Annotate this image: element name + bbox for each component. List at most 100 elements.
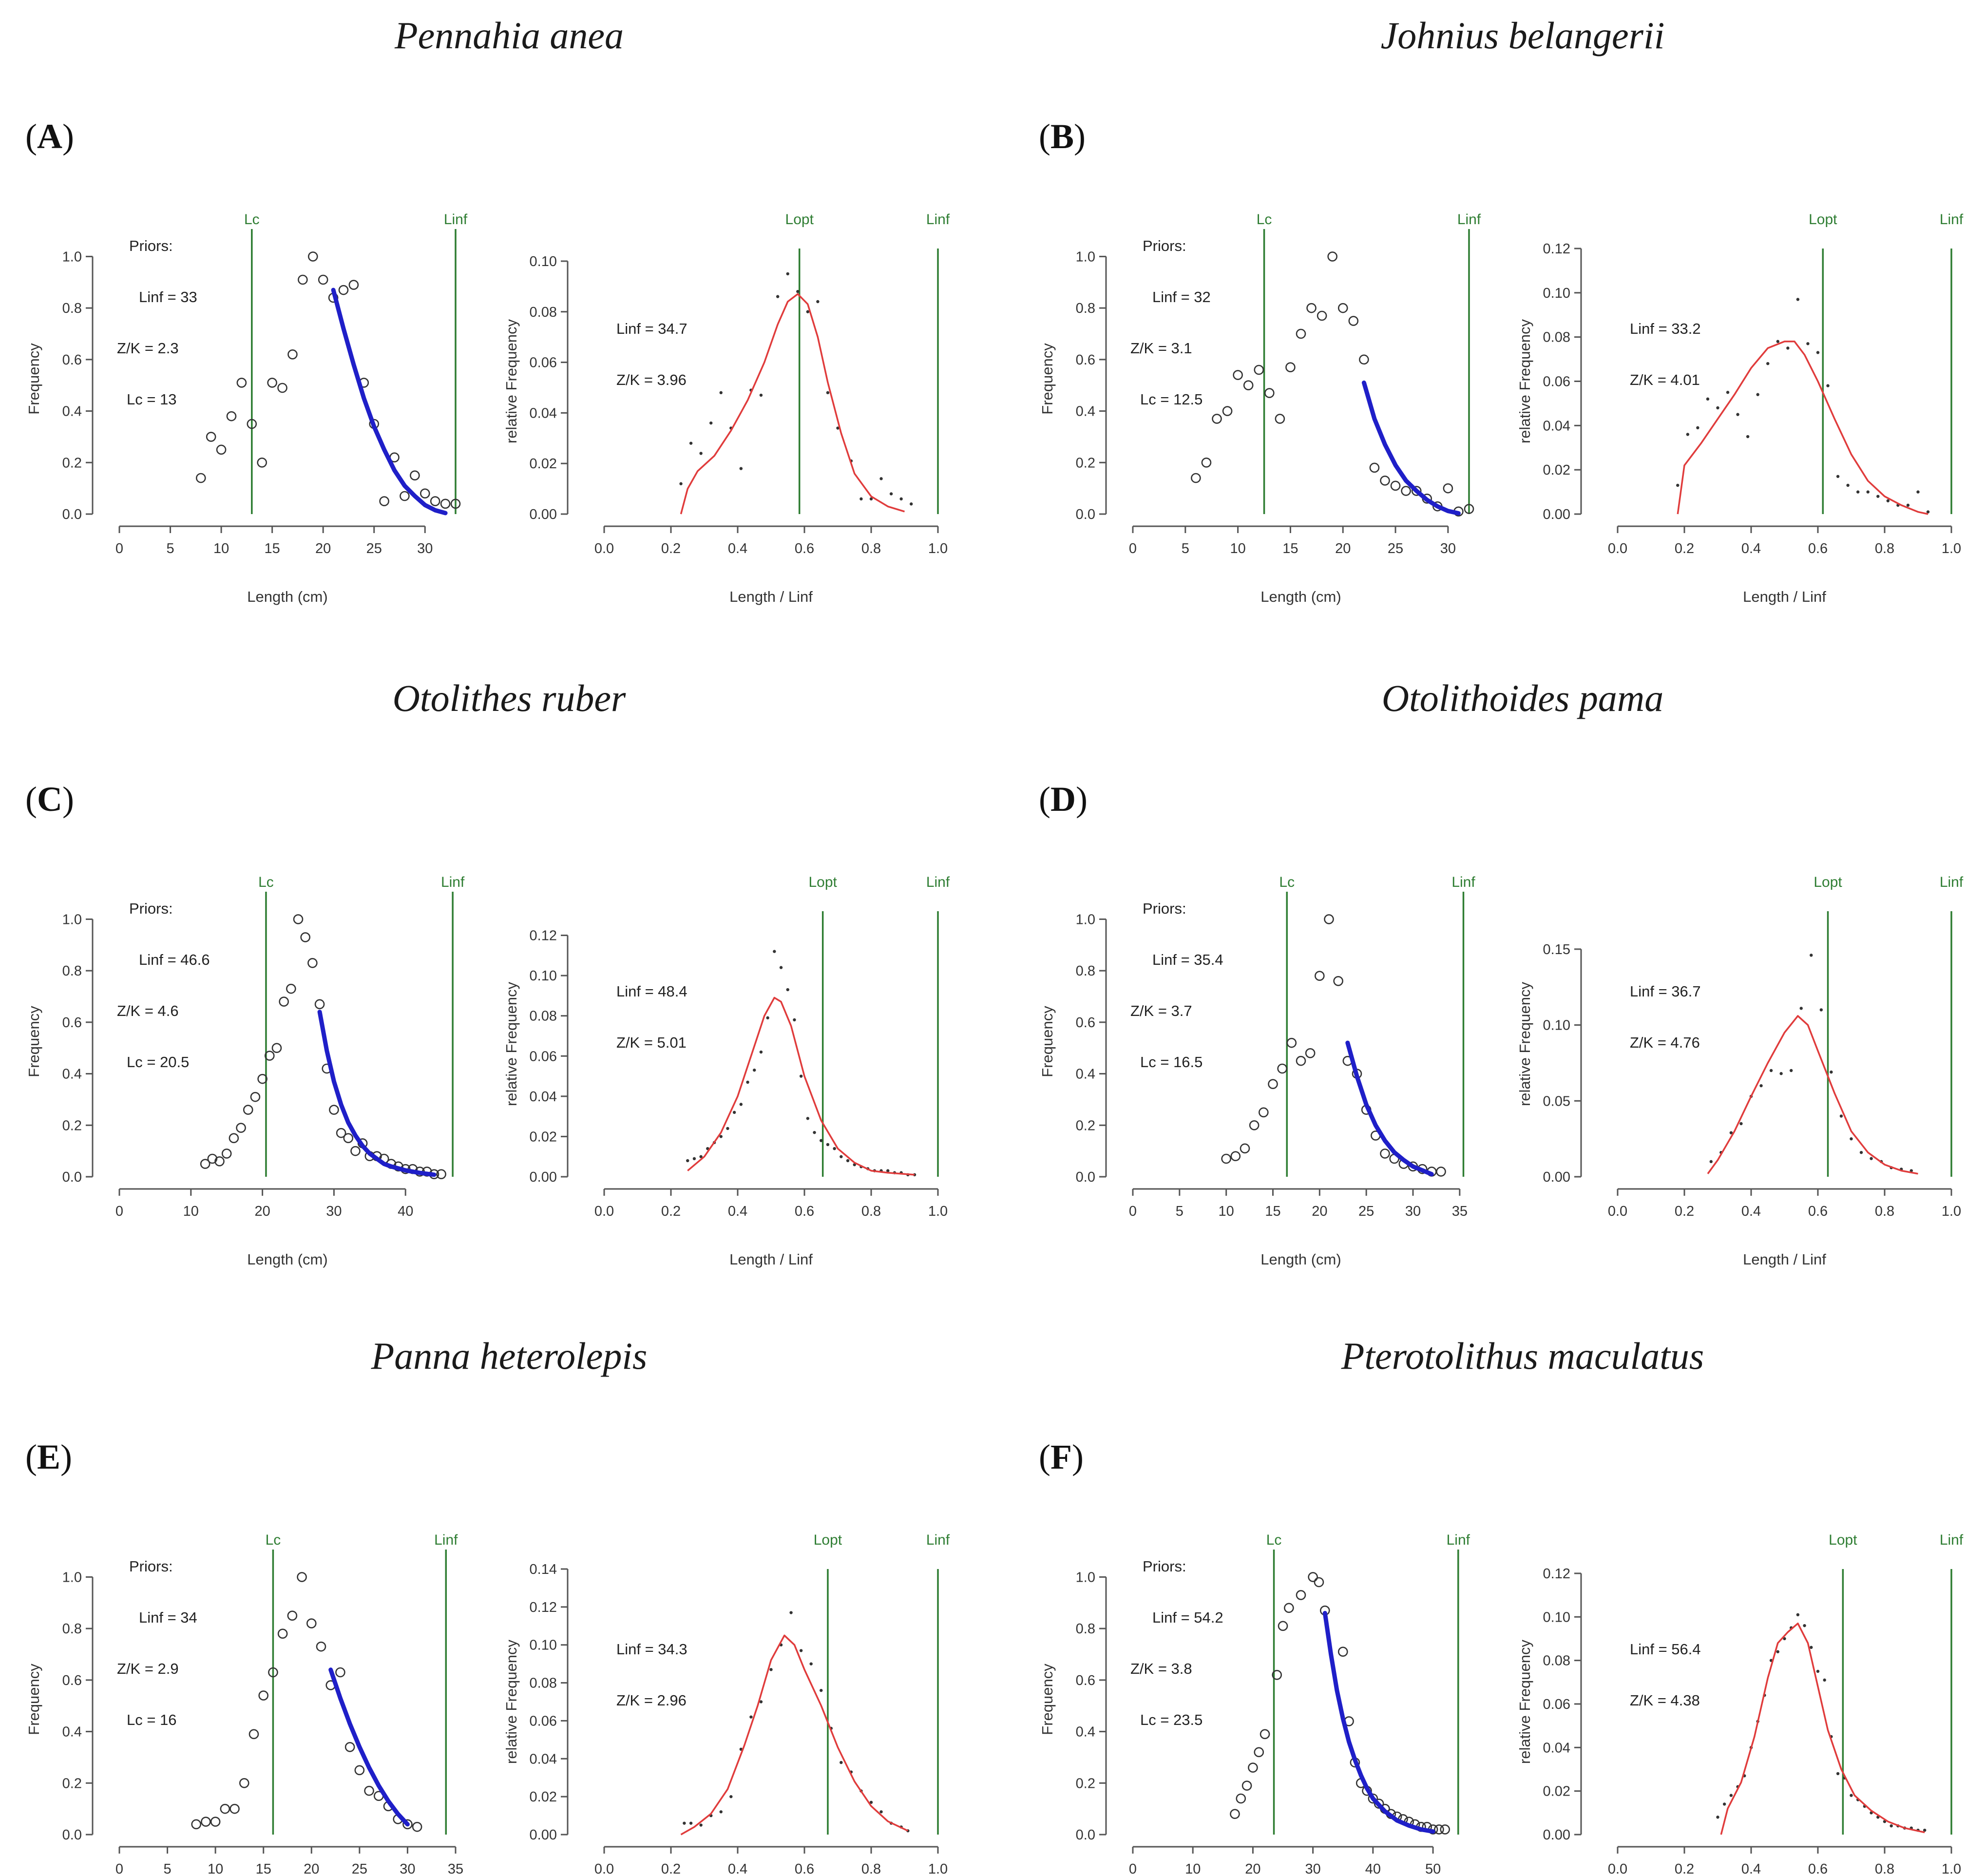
data-point xyxy=(1249,1120,1260,1130)
data-point xyxy=(350,1146,361,1156)
data-point xyxy=(846,1159,850,1163)
panel-letter-close: ) xyxy=(1074,117,1086,156)
y-tick-label: 0.08 xyxy=(1543,330,1570,345)
data-point xyxy=(226,411,237,421)
x-tick-label: 1.0 xyxy=(1942,1861,1961,1876)
data-point xyxy=(379,496,389,506)
data-point xyxy=(206,432,216,442)
data-point xyxy=(1314,1577,1324,1588)
data-point xyxy=(287,1610,298,1621)
lc-label: Lc xyxy=(1266,1532,1282,1548)
data-point xyxy=(1254,364,1264,375)
length-frequency-plot: 0.0 0.2 0.4 0.6 0.8 1.0 0 5 10 15 20 25 30 Length (cm… xyxy=(1039,211,1481,605)
data-point xyxy=(813,1130,816,1134)
x-axis-label: Length (cm) xyxy=(247,1251,327,1268)
x-tick-label: 0.6 xyxy=(1808,1861,1828,1876)
relative-frequency-plot: 0.00 0.02 0.04 0.06 0.08 0.10 0.12 0.0 0.2 0.4 0.6… xyxy=(503,874,950,1268)
data-point xyxy=(719,1810,723,1814)
data-point xyxy=(268,1667,278,1678)
lopt-label: Lopt xyxy=(1813,874,1842,890)
data-point xyxy=(1278,1621,1288,1631)
data-point xyxy=(820,1139,823,1142)
data-point xyxy=(402,1819,413,1830)
linf-label: Linf xyxy=(1940,874,1964,890)
data-point xyxy=(686,1159,689,1163)
priors-title: Priors: xyxy=(129,1558,173,1575)
data-point xyxy=(307,251,318,262)
panel-letter-open: ( xyxy=(1039,1437,1050,1476)
x-tick-label: 30 xyxy=(400,1861,415,1876)
data-point xyxy=(910,502,913,506)
prior-value: Lc = 13 xyxy=(127,391,177,408)
y-tick-label: 0.00 xyxy=(530,1827,557,1843)
data-point xyxy=(753,1068,756,1072)
data-point xyxy=(271,1043,282,1053)
data-point xyxy=(191,1819,202,1830)
data-point xyxy=(1277,1063,1287,1074)
data-point xyxy=(816,300,820,304)
x-tick-label: 25 xyxy=(1388,541,1403,556)
lc-label: Lc xyxy=(1257,211,1272,228)
data-point xyxy=(1285,362,1296,373)
data-point xyxy=(247,419,257,429)
y-tick-label: 0.05 xyxy=(1543,1093,1570,1109)
data-point xyxy=(1836,475,1840,478)
data-point xyxy=(329,1105,339,1115)
data-point xyxy=(1443,483,1453,494)
x-tick-label: 0.0 xyxy=(594,1204,614,1219)
data-point xyxy=(1803,1624,1806,1627)
prior-value: Z/K = 2.9 xyxy=(117,1660,179,1677)
data-point xyxy=(836,426,840,430)
prior-value: Z/K = 2.3 xyxy=(117,340,179,357)
y-tick-label: 0.8 xyxy=(1076,1621,1095,1637)
x-tick-label: 20 xyxy=(315,541,331,556)
data-point xyxy=(1305,1048,1316,1058)
prior-value: Linf = 34 xyxy=(139,1609,197,1626)
data-point xyxy=(1819,1008,1823,1012)
panel-F: Pterotolithus maculatus(F)0.00.20.40.60.… xyxy=(1039,1335,1964,1876)
data-point xyxy=(1739,1122,1743,1126)
data-point xyxy=(1259,1107,1269,1118)
x-tick-label: 10 xyxy=(183,1204,199,1219)
x-tick-label: 30 xyxy=(326,1204,342,1219)
data-point xyxy=(869,1800,873,1804)
data-point xyxy=(1850,1137,1853,1141)
linf-label: Linf xyxy=(926,1532,950,1548)
x-tick-label: 20 xyxy=(1312,1204,1327,1219)
data-point xyxy=(1756,393,1759,396)
data-point xyxy=(1839,1114,1843,1118)
data-point xyxy=(1272,1669,1282,1680)
data-point xyxy=(1806,342,1810,345)
y-axis-label: Frequency xyxy=(25,1006,42,1077)
prior-value: Linf = 32 xyxy=(1152,288,1211,306)
y-tick-label: 0.4 xyxy=(1076,404,1095,420)
length-frequency-plot: 0.00.20.40.60.81.001020304050Length (cm)… xyxy=(1039,1532,1470,1876)
data-point xyxy=(840,1155,843,1158)
x-tick-label: 0.0 xyxy=(1608,1204,1627,1219)
fit-curve xyxy=(328,1667,410,1827)
data-point xyxy=(1296,1055,1306,1066)
x-tick-label: 15 xyxy=(265,541,280,556)
x-axis-label: Length / Linf xyxy=(1743,1251,1826,1268)
data-point xyxy=(267,378,277,388)
y-tick-label: 0.02 xyxy=(530,1129,557,1145)
y-tick-label: 0.00 xyxy=(530,507,557,522)
y-axis-label: Frequency xyxy=(25,343,42,415)
length-frequency-plot: 0.0 0.2 0.4 0.6 0.8 1.0 0 5 10 15 20 25 30 Length (cm… xyxy=(25,211,468,605)
y-tick-label: 0.00 xyxy=(1543,1827,1570,1843)
y-tick-label: 0.15 xyxy=(1543,942,1570,957)
lc-label: Lc xyxy=(258,874,274,890)
y-tick-label: 0.8 xyxy=(1076,963,1095,979)
fit-curve xyxy=(1322,1610,1435,1834)
panel-letter: (C) xyxy=(25,780,74,819)
data-point xyxy=(699,1823,703,1827)
y-tick-label: 0.00 xyxy=(1543,507,1570,522)
y-tick-label: 0.0 xyxy=(62,507,82,522)
data-point xyxy=(1380,475,1390,486)
x-tick-label: 0.8 xyxy=(861,1861,881,1876)
data-point xyxy=(1191,473,1201,483)
lc-label: Lc xyxy=(244,211,260,228)
y-tick-label: 0.2 xyxy=(62,455,82,471)
x-tick-label: 0.6 xyxy=(795,1861,814,1876)
y-tick-label: 0.8 xyxy=(1076,301,1095,316)
